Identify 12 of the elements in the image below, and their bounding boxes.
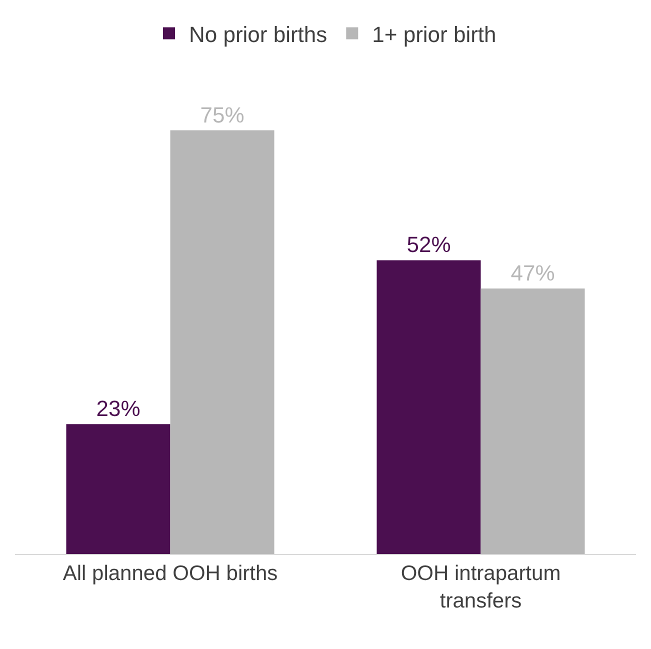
data-label: 47%: [510, 260, 555, 286]
x-tick-label: All planned OOH births: [62, 562, 278, 586]
bar: [66, 424, 170, 554]
data-label: 52%: [406, 232, 451, 258]
legend-label: No prior births: [189, 22, 328, 47]
data-label: 75%: [200, 102, 244, 128]
x-tick-label: OOH intrapartum transfers: [400, 562, 561, 612]
bar: [480, 288, 585, 554]
bar: [376, 260, 481, 554]
legend-label: 1+ prior birth: [372, 22, 496, 47]
bar: [170, 130, 274, 554]
data-label: 23%: [96, 396, 140, 422]
